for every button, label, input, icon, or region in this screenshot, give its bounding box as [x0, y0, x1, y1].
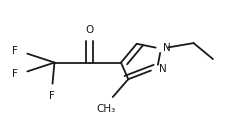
Text: N: N — [163, 43, 170, 53]
Text: O: O — [85, 25, 94, 35]
Text: N: N — [159, 64, 167, 74]
Text: F: F — [12, 46, 18, 56]
Text: CH₃: CH₃ — [97, 104, 116, 114]
Text: F: F — [49, 91, 55, 101]
Text: F: F — [12, 69, 18, 79]
